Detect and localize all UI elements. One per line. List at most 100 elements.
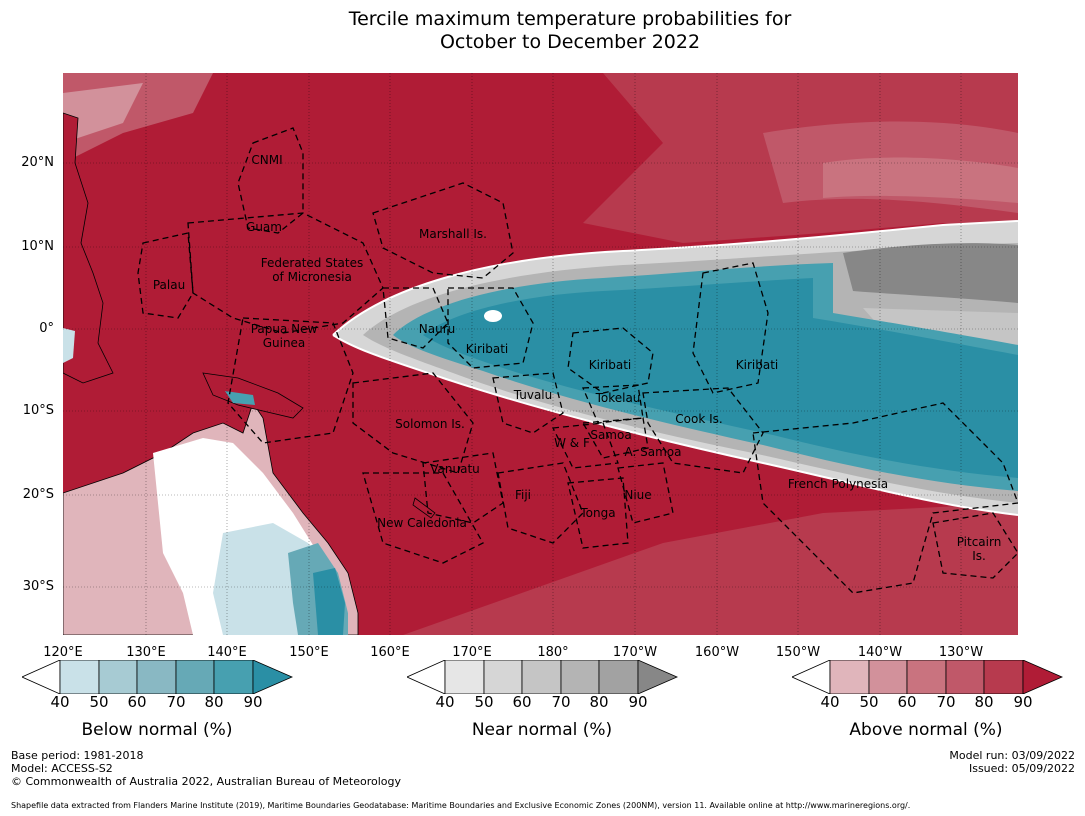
near-tick-80: 80 <box>589 693 609 711</box>
lat-label-10n: 10°N <box>21 239 54 254</box>
footer-model-run: Model run: 03/09/2022 <box>949 749 1075 762</box>
eez-wf <box>551 422 619 469</box>
lon-label-170e: 170°E <box>452 645 492 660</box>
colorbar-below-normal <box>21 659 294 698</box>
region-label-tokelau: Tokelau <box>595 391 641 405</box>
region-label-nauru: Nauru <box>418 322 456 336</box>
contour-south <box>332 334 1018 516</box>
zone-above-south <box>403 503 1018 635</box>
eez-tuvalu <box>492 372 564 434</box>
zone-above-nw-light <box>63 83 143 143</box>
colorbar-above-normal <box>791 659 1064 698</box>
zone-above-lighter-ne <box>823 157 1018 203</box>
eez-nauru <box>382 287 449 349</box>
footer-issued: Issued: 05/09/2022 <box>968 762 1075 775</box>
eez-kiribati-c <box>567 327 654 394</box>
eez-samoa <box>581 417 649 459</box>
region-label-niue: Niue <box>624 488 652 502</box>
eez-solomon <box>352 372 474 474</box>
eez-fiji <box>497 462 584 544</box>
eez-vanuatu <box>422 452 504 524</box>
region-label-kiribati-w: Kiribati <box>465 342 509 356</box>
lat-label-30s: 30°S <box>22 579 54 594</box>
below-tick-90: 90 <box>243 693 263 711</box>
contour-north <box>332 220 1018 336</box>
lat-label-10s: 10°S <box>22 403 54 418</box>
above-tick-80: 80 <box>974 693 994 711</box>
footer-right: Model run: 03/09/2022 Issued: 05/09/2022 <box>949 749 1075 775</box>
region-label-vanuatu: Vanuatu <box>430 462 480 476</box>
eez-boundaries <box>137 127 1018 594</box>
lon-label-160e: 160°E <box>370 645 410 660</box>
region-label-tuvalu: Tuvalu <box>513 388 553 402</box>
above-tick-90: 90 <box>1013 693 1033 711</box>
australia-below-dark <box>313 568 345 635</box>
near-tick-90: 90 <box>628 693 648 711</box>
white-patch <box>484 310 502 322</box>
lon-label-140w: 140°W <box>857 645 903 660</box>
chart-title: Tercile maximum temperature probabilitie… <box>0 8 1085 54</box>
near-tick-60: 60 <box>512 693 532 711</box>
region-label-new-caledonia: New Caledonia <box>377 516 467 530</box>
colorbar-near-title: Near normal (%) <box>471 720 613 740</box>
eez-pitcairn <box>932 512 1018 579</box>
lon-label-180: 180° <box>537 645 569 660</box>
eez-newcal <box>362 472 484 564</box>
colorbar-above-graphic <box>791 659 1064 695</box>
eez-png <box>227 317 354 444</box>
region-label-samoa: Samoa <box>590 428 632 442</box>
lat-label-0: 0° <box>39 321 54 336</box>
footer-model: Model: ACCESS-S2 <box>11 762 113 775</box>
eez-cook <box>642 387 764 474</box>
title-line-1: Tercile maximum temperature probabilitie… <box>348 8 792 30</box>
lon-label-130e: 130°E <box>126 645 166 660</box>
region-label-cook: Cook Is. <box>675 412 723 426</box>
below-tick-80: 80 <box>204 693 224 711</box>
region-label-kiribati-e: Kiribati <box>735 358 779 372</box>
lon-label-130w: 130°W <box>938 645 984 660</box>
below-tick-70: 70 <box>166 693 186 711</box>
png-below <box>225 391 255 405</box>
footer-shapefile-credit: Shapefile data extracted from Flanders M… <box>11 801 911 810</box>
eez-fsm <box>187 212 384 334</box>
region-label-marshall: Marshall Is. <box>419 227 487 241</box>
graticule <box>63 73 1018 635</box>
region-label-png: Papua New Guinea <box>250 322 318 350</box>
footer-left: Base period: 1981-2018 Model: ACCESS-S2 … <box>11 749 401 788</box>
above-tick-50: 50 <box>859 693 879 711</box>
colorbar-near-graphic <box>406 659 679 695</box>
eez-cnmi <box>237 127 304 234</box>
lon-label-170w: 170°W <box>612 645 658 660</box>
region-label-french-polynesia: French Polynesia <box>787 477 889 491</box>
map-canvas <box>63 73 1018 635</box>
below-tick-50: 50 <box>89 693 109 711</box>
near-tick-40: 40 <box>435 693 455 711</box>
region-label-tonga: Tonga <box>580 506 616 520</box>
colorbar-below-title: Below normal (%) <box>81 720 233 740</box>
region-label-pitcairn: Pitcairn Is. <box>956 535 1002 563</box>
eez-tonga <box>567 477 629 549</box>
above-tick-60: 60 <box>897 693 917 711</box>
below-tick-40: 40 <box>50 693 70 711</box>
zone-near-normal-90 <box>843 243 1018 303</box>
colorbar-below-graphic <box>21 659 294 695</box>
lon-label-160w: 160°W <box>694 645 740 660</box>
lon-label-150w: 150°W <box>775 645 821 660</box>
region-label-cnmi: CNMI <box>251 153 283 167</box>
eez-kiribati-w <box>447 287 534 369</box>
title-line-2: October to December 2022 <box>439 31 701 53</box>
region-label-fsm: Federated States of Micronesia <box>260 256 364 284</box>
lat-label-20n: 20°N <box>21 155 54 170</box>
footer-copyright: © Commonwealth of Australia 2022, Austra… <box>11 775 401 788</box>
colorbar-above-title: Above normal (%) <box>849 720 1003 740</box>
region-label-guam: Guam <box>246 220 282 234</box>
lon-label-140e: 140°E <box>207 645 247 660</box>
footer-base-period: Base period: 1981-2018 <box>11 749 144 762</box>
lat-label-20s: 20°S <box>22 487 54 502</box>
region-label-wf: W & F <box>554 436 590 450</box>
eez-palau <box>137 232 194 319</box>
probability-map <box>63 73 1018 635</box>
region-label-asamoa: A. Samoa <box>624 445 682 459</box>
region-label-kiribati-c: Kiribati <box>588 358 632 372</box>
region-label-fiji: Fiji <box>514 488 532 502</box>
